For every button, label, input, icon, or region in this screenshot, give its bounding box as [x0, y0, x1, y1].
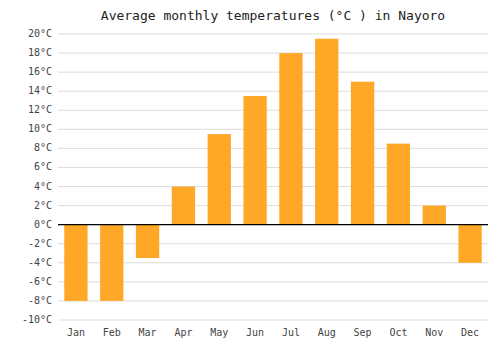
y-tick-label: 4°C — [34, 181, 52, 192]
grid-line — [58, 110, 488, 111]
bar — [387, 144, 410, 225]
grid-line — [58, 186, 488, 187]
x-axis: Jan Feb Mar Apr May Jun Jul Aug Sep Oct Nov Dec — [67, 327, 479, 338]
grid-line — [58, 72, 488, 73]
x-tick-label: May — [210, 327, 228, 338]
grid-line — [58, 224, 488, 225]
title: Average monthly temperatures (°C ) in Na… — [101, 8, 445, 23]
bar — [279, 53, 302, 225]
y-tick-label: -6°C — [28, 276, 52, 287]
y-tick-label: 12°C — [28, 104, 52, 115]
y-axis: -10°C -8°C -6°C -4°C -2°C 0°C 2°C 4°C 6°C 8°C 10°C… — [22, 28, 52, 325]
x-tick-label: Apr — [174, 327, 192, 338]
y-tick-label: 14°C — [28, 85, 52, 96]
x-tick-label: Jun — [246, 327, 264, 338]
y-tick-label: -8°C — [28, 295, 52, 306]
y-tick-label: -2°C — [28, 238, 52, 249]
y-tick-label: 18°C — [28, 47, 52, 58]
y-tick-label: 0°C — [34, 219, 52, 230]
grid — [58, 34, 488, 320]
x-tick-label: Nov — [425, 327, 443, 338]
grid-line — [58, 53, 488, 54]
y-tick-label: -4°C — [28, 257, 52, 268]
bars — [64, 39, 481, 301]
y-tick-label: 6°C — [34, 161, 52, 172]
grid-line — [58, 34, 488, 35]
bar — [243, 96, 266, 225]
bar — [172, 187, 195, 225]
grid-line — [58, 91, 488, 92]
grid-line — [58, 148, 488, 149]
x-tick-label: Dec — [461, 327, 479, 338]
bar — [136, 225, 159, 258]
y-tick-label: 8°C — [34, 142, 52, 153]
y-tick-label: 16°C — [28, 66, 52, 77]
grid-line — [58, 167, 488, 168]
bar — [423, 206, 446, 225]
bar — [64, 225, 87, 301]
y-tick-label: 20°C — [28, 28, 52, 39]
bar — [458, 225, 481, 263]
bar — [315, 39, 338, 225]
bar — [208, 134, 231, 225]
baseline — [58, 224, 488, 225]
y-tick-label: -10°C — [22, 314, 52, 325]
grid-line — [58, 320, 488, 321]
x-tick-label: Aug — [318, 327, 336, 338]
x-tick-label: Sep — [354, 327, 372, 338]
x-tick-label: Mar — [139, 327, 157, 338]
y-tick-label: 10°C — [28, 123, 52, 134]
bar — [351, 82, 374, 225]
chart: Average monthly temperatures (°C ) in Na… — [0, 0, 500, 350]
bar — [100, 225, 123, 301]
x-tick-label: Feb — [103, 327, 121, 338]
x-tick-label: Oct — [389, 327, 407, 338]
x-tick-label: Jan — [67, 327, 85, 338]
y-tick-label: 2°C — [34, 200, 52, 211]
grid-line — [58, 129, 488, 130]
x-tick-label: Jul — [282, 327, 300, 338]
